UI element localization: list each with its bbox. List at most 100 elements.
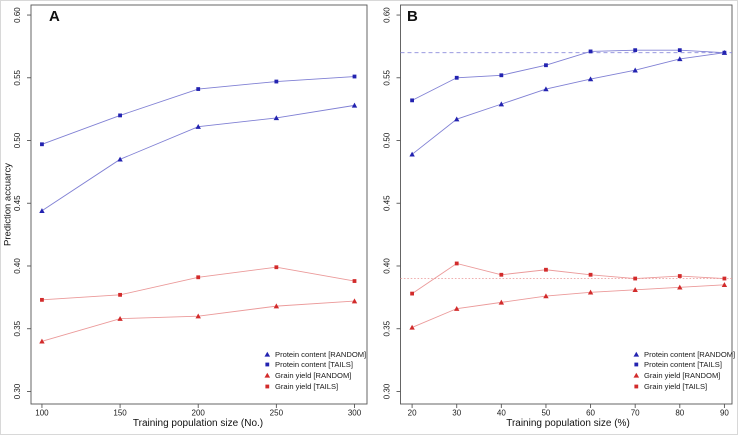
y-axis-title: Prediction accuarcy <box>2 163 14 246</box>
data-point <box>196 87 201 91</box>
x-tick-label: 50 <box>541 409 550 418</box>
data-point <box>352 74 357 79</box>
data-point <box>722 50 727 55</box>
square-marker-icon <box>634 362 639 367</box>
x-tick-label: 20 <box>408 409 417 418</box>
legend-item: Grain yield [RANDOM] <box>632 370 735 381</box>
data-point <box>499 73 504 78</box>
legend-item-label: Grain yield [RANDOM] <box>644 370 721 380</box>
square-marker-icon <box>634 384 639 388</box>
legend-item: Protein content [TAILS] <box>263 360 366 371</box>
y-tick-label: 0.30 <box>383 383 392 399</box>
data-point <box>351 298 358 304</box>
legend-item-label: Grain yield [TAILS] <box>275 381 339 391</box>
square-marker-icon <box>265 384 270 388</box>
data-point <box>410 291 415 296</box>
data-point <box>410 98 415 103</box>
data-point <box>499 272 504 277</box>
data-point <box>588 272 593 277</box>
legend-item: Grain yield [TAILS] <box>263 381 366 392</box>
panel-label-b: B <box>407 8 418 25</box>
legend-item-label: Protein content [RANDOM] <box>644 349 736 359</box>
data-point <box>454 305 460 311</box>
series-line <box>41 266 355 301</box>
y-tick-label: 0.30 <box>13 383 22 399</box>
data-point <box>543 293 549 299</box>
y-tick-label: 0.55 <box>383 69 392 85</box>
y-tick-label: 0.50 <box>383 132 392 148</box>
x-tick-label: 60 <box>586 409 595 418</box>
data-point <box>40 297 44 302</box>
legend-item: Grain yield [TAILS] <box>632 381 735 392</box>
triangle-marker-icon <box>633 372 640 378</box>
y-tick-label: 0.35 <box>383 320 392 336</box>
series-line <box>411 262 725 294</box>
data-point <box>409 151 415 157</box>
x-tick-label: 30 <box>452 409 461 418</box>
data-point <box>588 49 593 54</box>
y-tick-label: 0.40 <box>13 258 22 274</box>
data-point <box>498 299 505 305</box>
x-axis-title-panel-a: Training population size (No.) <box>132 418 264 429</box>
data-point <box>117 156 123 162</box>
data-point <box>273 115 280 121</box>
y-tick-label: 0.45 <box>13 195 22 211</box>
legend-item-label: Grain yield [TAILS] <box>644 381 708 391</box>
x-tick-label: 250 <box>270 409 284 418</box>
x-axis-title-panel-b: Training population size (%) <box>506 418 630 429</box>
x-tick-label: 200 <box>192 409 206 418</box>
y-tick-label: 0.35 <box>13 320 22 336</box>
panel-label-a: A <box>49 8 60 25</box>
legend-item-label: Protein content [RANDOM] <box>275 349 367 359</box>
data-point <box>722 276 727 281</box>
triangle-marker-icon <box>264 351 271 357</box>
data-point <box>454 261 459 266</box>
x-tick-label: 90 <box>720 409 729 418</box>
data-point <box>544 63 548 68</box>
legend-item: Protein content [RANDOM] <box>632 349 735 360</box>
legend-item-label: Protein content [TAILS] <box>275 360 353 370</box>
x-tick-label: 150 <box>113 409 127 418</box>
plot-box-B <box>400 4 733 405</box>
series-line <box>41 300 355 342</box>
legend-panel-b: Protein content [RANDOM] Protein content … <box>632 349 735 391</box>
data-point <box>409 324 415 330</box>
data-point <box>632 67 638 73</box>
data-point <box>544 267 548 272</box>
data-point <box>498 101 505 107</box>
x-tick-label: 40 <box>497 409 506 418</box>
data-point <box>677 48 682 53</box>
data-point <box>454 116 460 122</box>
legend-panel-a: Protein content [RANDOM] Protein content … <box>263 349 366 391</box>
data-point <box>633 276 638 281</box>
series-line <box>41 104 355 212</box>
data-point <box>118 113 122 118</box>
x-tick-label: 300 <box>348 409 362 418</box>
data-point <box>587 289 594 295</box>
data-point <box>274 265 279 270</box>
plot-box-A <box>30 4 368 405</box>
data-point <box>273 303 280 309</box>
square-marker-icon <box>265 362 270 367</box>
legend-item: Protein content [RANDOM] <box>263 349 366 360</box>
data-point <box>39 338 45 344</box>
data-point <box>40 142 44 147</box>
data-point <box>274 79 279 84</box>
data-point <box>543 86 549 92</box>
x-tick-label: 100 <box>35 409 49 418</box>
legend-item-label: Grain yield [RANDOM] <box>275 370 352 380</box>
x-tick-label: 80 <box>675 409 684 418</box>
data-point <box>39 208 45 213</box>
data-point <box>632 287 638 293</box>
data-point <box>352 279 357 283</box>
data-point <box>677 56 683 62</box>
data-point <box>195 313 201 319</box>
y-tick-label: 0.50 <box>13 132 22 148</box>
triangle-marker-icon <box>633 351 640 357</box>
data-point <box>118 292 122 297</box>
data-point <box>633 48 638 53</box>
data-point <box>195 124 201 129</box>
series-line <box>41 76 355 145</box>
